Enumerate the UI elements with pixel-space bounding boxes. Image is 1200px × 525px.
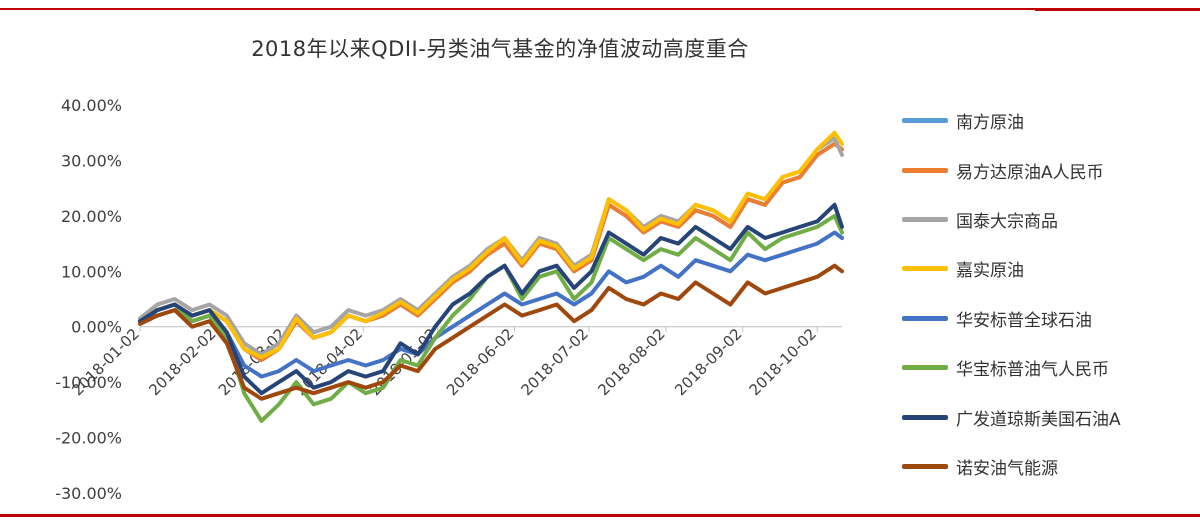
y-axis-tick-labels: 40.00% 30.00% 20.00% 10.00% 0.00% -10.00% -20.… [55,96,122,503]
x-tick-label: 2018-10-02 [746,325,820,399]
y-tick-label: -30.00% [55,484,122,503]
legend-item: 易方达原油A人民币 [902,145,1192,194]
x-tick-label: 2018-07-02 [517,325,591,399]
legend-swatch [902,315,948,321]
legend-label: 嘉实原油 [956,261,1024,282]
x-tick-label: 2018-08-02 [594,325,668,399]
legend-swatch [902,463,948,469]
y-tick-label: 30.00% [61,151,122,170]
legend-swatch [902,167,948,173]
legend-label: 广发道琼斯美国石油A [956,409,1121,430]
series-line [138,130,844,360]
legend: 南方原油易方达原油A人民币 国泰大宗商品 嘉实原油华安标普全球石油 华宝标普油气人民币… [902,96,1192,491]
legend-item: 广发道琼斯美国石油A [902,392,1192,441]
legend-swatch [902,266,948,272]
series-lines [138,130,844,423]
y-tick-label: 40.00% [61,96,122,115]
legend-label: 华安标普全球石油 [956,310,1092,331]
bottom-rule [0,514,1200,517]
y-tick-label: 0.00% [71,318,122,337]
series-line [138,141,844,362]
legend-label: 南方原油 [956,113,1024,134]
y-tick-label: 20.00% [61,207,122,226]
legend-item: 华宝标普油气人民币 [902,343,1192,392]
legend-swatch [902,216,948,222]
legend-label: 诺安油气能源 [956,458,1058,479]
legend-label: 华宝标普油气人民币 [956,360,1109,381]
series-line [138,202,844,396]
y-tick-label: 10.00% [61,262,122,281]
legend-item: 华安标普全球石油 [902,294,1192,343]
top-rule [0,8,1200,10]
series-line [138,263,844,401]
legend-item: 嘉实原油 [902,244,1192,293]
x-tick-label: 2018-02-02 [145,325,219,399]
legend-item: 诺安油气能源 [902,442,1192,491]
legend-swatch [902,365,948,371]
series-line [138,230,844,379]
top-tab-decoration [1035,0,1200,11]
x-tick-label: 2018-09-02 [671,325,745,399]
legend-swatch [902,414,948,420]
legend-item: 国泰大宗商品 [902,195,1192,244]
y-tick-label: -20.00% [55,429,122,448]
legend-label: 易方达原油A人民币 [956,162,1104,183]
legend-label: 国泰大宗商品 [956,211,1058,232]
legend-swatch [902,118,948,124]
y-tick-label: -10.00% [55,373,122,392]
line-chart: 40.00% 30.00% 20.00% 10.00% 0.00% -10.00% -20.… [55,96,844,503]
chart-title: 2018年以来QDII-另类油气基金的净值波动高度重合 [251,37,749,61]
legend-item: 南方原油 [902,96,1192,145]
